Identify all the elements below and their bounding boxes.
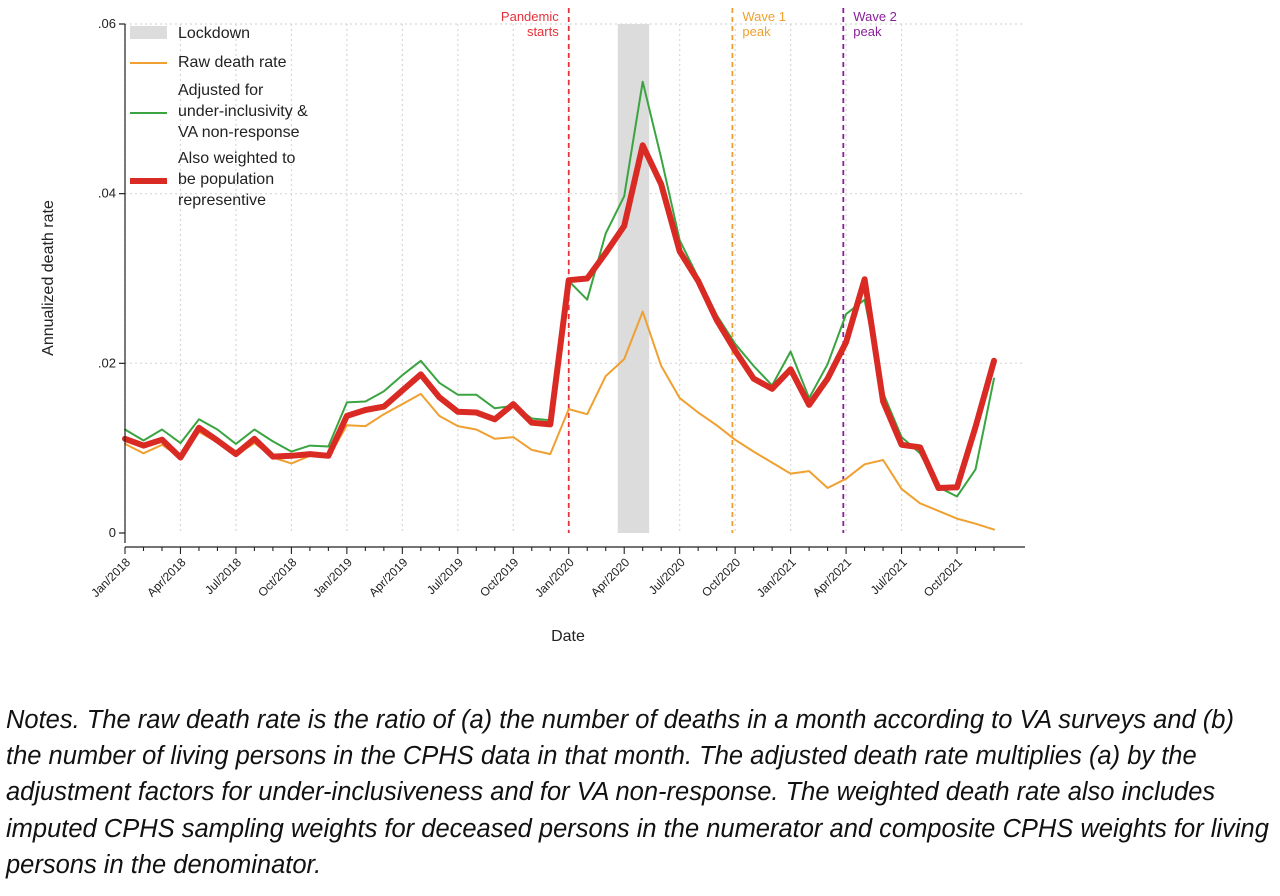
x-tick-label: Jan/2019 xyxy=(310,555,355,600)
x-tick-label: Jan/2020 xyxy=(532,555,577,600)
x-tick-label: Jul/2019 xyxy=(424,555,466,597)
lockdown-shaded-region xyxy=(618,24,649,533)
x-axis-title: Date xyxy=(551,628,585,645)
event-annotation-label: peak xyxy=(742,24,771,39)
y-tick-label: .04 xyxy=(98,186,116,201)
x-tick-label: Oct/2019 xyxy=(477,555,522,600)
x-tick-label: Oct/2018 xyxy=(255,555,300,600)
legend-label: VA non-response xyxy=(178,124,300,141)
event-annotation-label: Wave 2 xyxy=(853,9,897,24)
x-tick-label: Jul/2021 xyxy=(868,555,910,597)
x-tick-label: Apr/2020 xyxy=(588,555,633,600)
x-tick-label: Jul/2020 xyxy=(646,555,688,597)
legend-label: representive xyxy=(178,192,266,209)
y-tick-label: 0 xyxy=(109,525,116,540)
x-tick-label: Jan/2018 xyxy=(88,555,133,600)
x-tick-label: Oct/2020 xyxy=(699,555,744,600)
chart-area: Pandemic starts Wave 1 peak Wave 2 peak 0.02.0… xyxy=(0,0,1280,690)
event-annotation-label: Pandemic xyxy=(501,9,559,24)
x-tick-label: Jul/2018 xyxy=(202,555,244,597)
y-axis-title: Annualized death rate xyxy=(40,200,57,356)
legend-label: be population xyxy=(178,171,274,188)
legend-swatch-box xyxy=(130,26,167,39)
legend-label: Adjusted for xyxy=(178,82,264,99)
legend-label: Also weighted to xyxy=(178,150,296,167)
event-annotation-label: starts xyxy=(527,24,559,39)
legend-label: Lockdown xyxy=(178,25,250,42)
y-tick-label: .06 xyxy=(98,16,116,31)
event-annotation-label: Wave 1 xyxy=(742,9,786,24)
x-tick-label: Apr/2019 xyxy=(366,555,411,600)
x-tick-label: Apr/2021 xyxy=(810,555,855,600)
x-tick-label: Oct/2021 xyxy=(921,555,966,600)
notes-paragraph: Notes. The raw death rate is the ratio o… xyxy=(6,702,1276,883)
event-annotation-label: peak xyxy=(853,24,882,39)
y-tick-label: .02 xyxy=(98,355,116,370)
legend-label: under-inclusivity & xyxy=(178,103,308,120)
legend-label: Raw death rate xyxy=(178,54,287,71)
x-tick-label: Apr/2018 xyxy=(144,555,189,600)
x-tick-label: Jan/2021 xyxy=(754,555,799,600)
